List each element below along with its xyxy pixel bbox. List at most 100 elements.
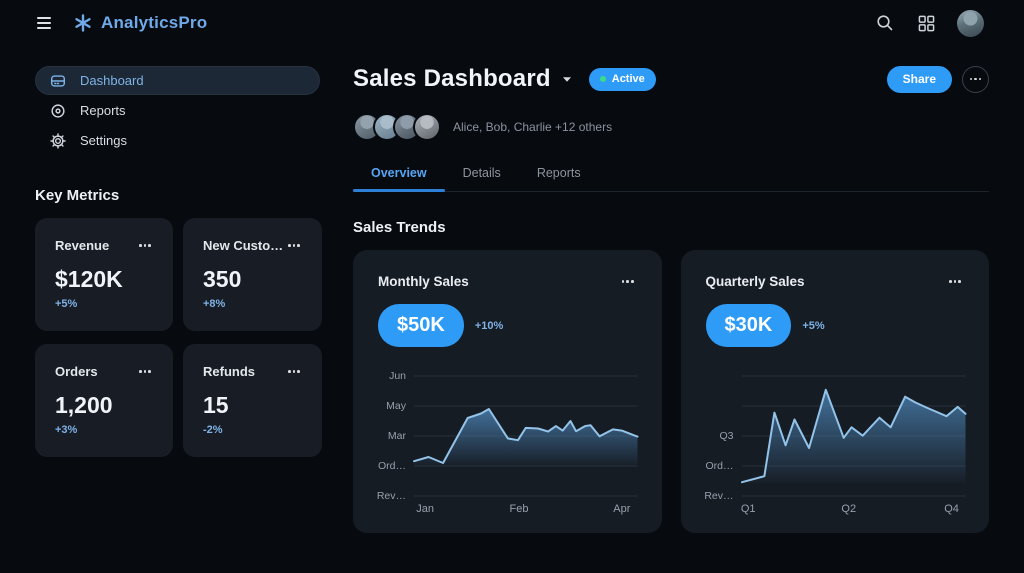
page-title: Sales Dashboard [353,65,551,92]
sidebar-item-settings[interactable]: Settings [35,126,320,155]
plot [414,376,638,496]
more-options-icon [288,370,300,373]
target-icon [51,103,65,118]
metric-menu-button[interactable] [135,240,155,251]
chart-value-chip: $30K [705,304,792,347]
y-tick-label: Q3 [719,430,734,442]
metric-menu-button[interactable] [135,366,155,377]
content: Dashboard Reports [0,46,1024,533]
metric-menu-button[interactable] [284,240,304,251]
apps-grid-button[interactable] [916,13,937,34]
user-avatar[interactable] [957,9,984,37]
metric-delta: -2% [203,424,223,436]
tab-reports[interactable]: Reports [519,166,599,191]
y-axis: Q3 Ord… Rev… [704,376,742,502]
y-tick-label: May [386,400,406,412]
y-tick-label: Mar [387,430,406,442]
chart-value-chip: $50K [378,304,464,347]
header-menu-button[interactable] [962,65,989,93]
metric-delta: +8% [203,298,226,310]
header-actions: Share [886,65,989,93]
metric-value: 350 [203,266,242,292]
collaborator-avatar [413,113,441,141]
brand: AnalyticsPro [73,13,207,33]
collaborators-label: Alice, Bob, Charlie +12 others [453,120,613,134]
status-dot-icon [599,76,606,82]
metric-card-revenue: Revenue $120K +5% [35,218,173,331]
sidebar-item-reports[interactable]: Reports [35,96,320,125]
more-options-icon [139,244,151,247]
plot [742,376,966,496]
chevron-down-icon [562,76,571,82]
area-fill [741,389,965,483]
topbar-actions [874,9,984,37]
asterisk-logo-icon [75,14,91,32]
charts-row: Monthly Sales $50K +10% Jun May Mar Ord… Rev… [353,250,989,533]
more-options-icon [949,280,961,283]
metric-value: $120K [55,266,123,292]
brand-name: AnalyticsPro [101,13,208,32]
x-axis: Jan Feb Apr [414,503,638,518]
metric-value: 15 [203,392,229,418]
data-line [742,390,966,482]
search-button[interactable] [874,12,896,34]
y-axis: Jun May Mar Ord… Rev… [377,370,414,502]
title-dropdown-button[interactable] [560,74,574,85]
y-tick-label: Rev… [376,490,406,502]
chart-menu-button[interactable] [945,276,965,287]
metric-delta: +5% [55,298,78,310]
metric-grid: Revenue $120K +5% New Custo… 350 +8% Ord… [35,218,322,457]
y-tick-label: Rev… [704,490,734,502]
x-tick-label: Feb [509,503,529,515]
x-tick-label: Q2 [841,503,857,515]
chart-delta: +5% [802,319,825,332]
sidebar-item-label: Reports [80,103,126,118]
sidebar-nav: Dashboard Reports [35,66,320,155]
x-tick-label: Q1 [740,503,756,515]
sidebar-item-label: Dashboard [80,73,144,88]
sidebar: Dashboard Reports [0,46,322,457]
key-metrics-heading: Key Metrics [35,187,120,204]
gear-icon [50,132,66,149]
tab-bar: Overview Details Reports [353,166,989,192]
metric-value: 1,200 [55,392,113,418]
search-icon [877,15,893,31]
top-bar: AnalyticsPro [0,0,1024,46]
metric-menu-button[interactable] [284,366,304,377]
chart-title: Monthly Sales [378,274,469,289]
hamburger-menu-button[interactable] [35,13,53,33]
y-tick-label: Ord… [705,460,734,472]
hamburger-icon [37,17,51,19]
chart-canvas [742,376,966,496]
sales-trends-heading: Sales Trends [353,219,446,236]
tab-overview[interactable]: Overview [353,166,445,192]
x-tick-label: Apr [613,503,631,515]
more-options-icon [969,77,982,81]
sidebar-item-label: Settings [80,133,127,148]
sidebar-item-dashboard[interactable]: Dashboard [35,66,320,95]
y-tick-label: Jun [389,370,406,382]
chart-delta: +10% [474,319,504,332]
metric-card-refunds: Refunds 15 -2% [183,344,322,457]
more-options-icon [288,244,300,247]
quarterly-sales-card: Quarterly Sales $30K +5% Q3 Ord… Rev… Q1 Q2… [680,250,989,533]
x-tick-label: Q4 [944,503,959,515]
metric-card-orders: Orders 1,200 +3% [35,344,173,457]
share-button[interactable]: Share [886,65,952,93]
tab-details[interactable]: Details [445,166,519,191]
more-options-icon [139,370,151,373]
chart-menu-button[interactable] [618,276,638,287]
chart-plot-area: Q3 Ord… Rev… [704,376,966,502]
chart-title: Quarterly Sales [705,274,805,289]
grid-icon [918,15,935,31]
metric-title: Revenue [55,238,110,253]
main-header: Sales Dashboard Active Share [353,65,989,93]
area-fill [414,409,638,466]
metric-card-new-customers: New Custo… 350 +8% [183,218,322,331]
status-badge: Active [588,67,656,91]
chart-canvas [414,376,638,496]
metric-title: New Custo… [203,238,284,253]
collaborators-row: Alice, Bob, Charlie +12 others [353,113,989,141]
monthly-sales-card: Monthly Sales $50K +10% Jun May Mar Ord… Rev… [353,250,662,533]
collaborator-avatar-stack[interactable] [353,113,441,141]
